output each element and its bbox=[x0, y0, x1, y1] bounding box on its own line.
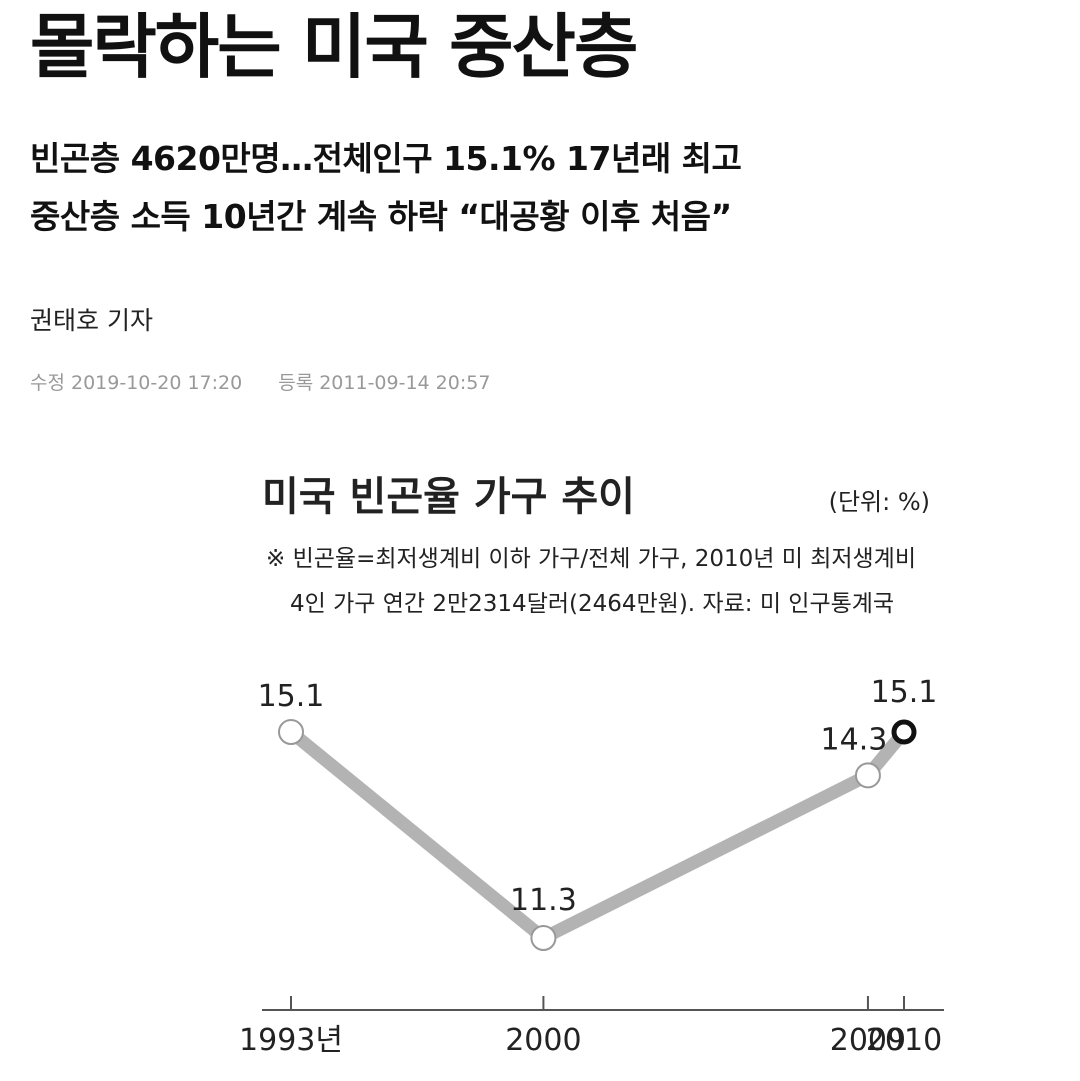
data-label: 15.1 bbox=[258, 679, 325, 714]
data-label: 14.3 bbox=[821, 722, 888, 757]
data-point-marker bbox=[530, 925, 557, 951]
chart-unit: (단위: %) bbox=[829, 488, 930, 516]
modified-date: 수정 2019-10-20 17:20 bbox=[30, 372, 243, 394]
data-point-marker bbox=[278, 719, 304, 745]
x-tick-label: 1993년 bbox=[239, 1023, 343, 1058]
poverty-line-chart: 미국 빈곤율 가구 추이 (단위: %) ※ 빈곤율=최저생계비 이하 가구/전… bbox=[239, 474, 944, 1058]
chart-title: 미국 빈곤율 가구 추이 bbox=[262, 474, 635, 520]
plot-area: 1993년 15.1 2000 11.3 2009 14.3 2010 15.1 bbox=[239, 675, 944, 1058]
series-line bbox=[284, 725, 911, 945]
headline: 몰락하는 미국 중산층 bbox=[30, 6, 638, 88]
poverty-chart-figure: 미국 빈곤율 가구 추이 (단위: %) ※ 빈곤율=최저생계비 이하 가구/전… bbox=[0, 440, 1080, 1081]
x-tick-label: 2009 bbox=[830, 1023, 906, 1058]
subheadline-line-2: 중산층 소득 10년간 계속 하락 “대공황 이후 처음” bbox=[30, 197, 732, 236]
registered-date: 등록 2011-09-14 20:57 bbox=[278, 372, 491, 394]
chart-note-line-2: 4인 가구 연간 2만2314달러(2464만원). 자료: 미 인구통계국 bbox=[290, 591, 894, 617]
data-label: 15.1 bbox=[871, 675, 938, 710]
byline[interactable]: 권태호 기자 bbox=[30, 306, 153, 335]
x-tick-label: 2010 bbox=[866, 1023, 942, 1058]
chart-note-line-1: ※ 빈곤율=최저생계비 이하 가구/전체 가구, 2010년 미 최저생계비 bbox=[266, 546, 916, 572]
data-label: 11.3 bbox=[510, 883, 577, 918]
data-point-marker bbox=[854, 762, 881, 789]
data-point-marker bbox=[891, 719, 917, 745]
subheadline-line-1: 빈곤층 4620만명…전체인구 15.1% 17년래 최고 bbox=[30, 139, 742, 178]
x-tick-label: 2000 bbox=[505, 1023, 581, 1058]
subheadline: 빈곤층 4620만명…전체인구 15.1% 17년래 최고 중산층 소득 10년… bbox=[30, 130, 742, 246]
timestamps: 수정 2019-10-20 17:20 등록 2011-09-14 20:57 bbox=[30, 368, 490, 395]
